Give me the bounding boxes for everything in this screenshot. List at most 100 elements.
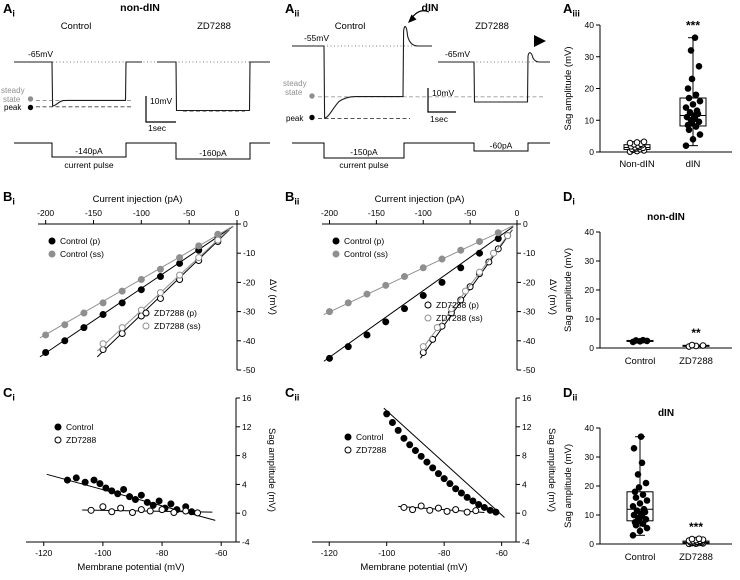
panel-label-Aii: Aii xyxy=(285,1,300,19)
data-point xyxy=(466,283,474,291)
tick-labels: -200 -150 -100 -50 00 -10 -20 -30 -40 -50 xyxy=(37,208,255,375)
data-point xyxy=(363,331,371,339)
membrane-voltage-label-control: -55mV xyxy=(304,33,329,43)
scale-bar xyxy=(427,88,456,113)
data-point xyxy=(443,507,451,515)
legend-label: Control xyxy=(356,432,384,442)
data-point xyxy=(118,299,126,307)
data-point xyxy=(434,470,442,478)
steady-state-label-2: state xyxy=(285,88,303,97)
svg-text:0: 0 xyxy=(589,147,594,157)
data-point xyxy=(635,484,643,491)
data-point xyxy=(434,504,442,512)
data-point xyxy=(492,508,500,516)
data-point xyxy=(137,506,145,514)
data-point xyxy=(696,131,704,138)
data-point xyxy=(406,441,414,449)
panel-Cii: Cii -120 -100 -80 -60 -4 0 4 8 12 16 Membrane pote… xyxy=(282,384,560,580)
data-point xyxy=(699,342,707,349)
data-point xyxy=(42,348,50,356)
chart-title: non-dIN xyxy=(647,212,685,223)
svg-text:-40: -40 xyxy=(243,336,256,346)
sag-vs-potential-din: -120 -100 -80 -60 -4 0 4 8 12 16 Membrane potentia… xyxy=(312,393,557,573)
series-control-ss- xyxy=(323,225,514,316)
data-point xyxy=(326,354,333,362)
condition-label-zd7288: ZD7288 xyxy=(475,21,509,32)
axes xyxy=(322,220,521,371)
data-point xyxy=(637,433,645,441)
panel-label-Di: Di xyxy=(563,189,575,207)
trace-plot-din: dIN Control ZD7288 -55mV -65mV steady st… xyxy=(283,2,550,170)
data-point xyxy=(639,336,647,344)
panel-label-Bi: Bi xyxy=(3,189,15,207)
panel-label-Ai: Ai xyxy=(3,1,15,19)
data-point xyxy=(419,292,427,300)
data-point xyxy=(691,34,699,42)
data-point xyxy=(447,305,455,313)
svg-text:4: 4 xyxy=(522,479,527,489)
pulse1-label: -150pA xyxy=(350,147,378,157)
series-zd7288-ss- xyxy=(96,228,230,352)
svg-text:-80: -80 xyxy=(438,548,451,558)
data-point xyxy=(344,343,352,351)
svg-text:20: 20 xyxy=(585,285,595,295)
svg-text:20: 20 xyxy=(585,84,595,94)
scale-bar xyxy=(145,96,176,123)
svg-text:-50: -50 xyxy=(243,365,256,375)
data-point xyxy=(401,305,408,313)
legend-marker xyxy=(142,322,150,330)
panel-Di: Di 0 10 20 30 40 non-dIN Sag amplitude (mV) Con… xyxy=(560,188,740,384)
scale-voltage-label: 10mV xyxy=(432,88,455,98)
data-point xyxy=(642,479,650,487)
group-control xyxy=(626,336,654,346)
data-point xyxy=(409,506,417,514)
control-voltage-trace xyxy=(292,25,432,119)
tick-labels: 0 10 20 30 40 xyxy=(585,20,595,157)
steady-state-label-1: steady xyxy=(1,86,25,95)
svg-text:-50: -50 xyxy=(523,365,536,375)
current-pulse-waveform xyxy=(14,142,270,160)
data-point xyxy=(685,94,693,102)
peak-label: peak xyxy=(4,103,22,112)
data-point xyxy=(128,508,136,516)
data-point xyxy=(494,229,502,237)
current-pulse-caption: current pulse xyxy=(64,160,113,170)
data-point xyxy=(400,503,408,511)
data-point xyxy=(344,299,352,307)
svg-text:0: 0 xyxy=(589,343,594,353)
svg-text:-100: -100 xyxy=(94,548,111,558)
data-point xyxy=(118,330,126,337)
legend-label: Control (ss) xyxy=(344,249,388,259)
svg-text:-100: -100 xyxy=(378,548,395,558)
data-point xyxy=(382,318,390,326)
data-point xyxy=(214,230,222,238)
data-point xyxy=(682,104,690,111)
panel-Ai: Ai non-dIN Control ZD7288 -65mV steady s… xyxy=(0,0,282,188)
steady-state-dot xyxy=(309,93,315,99)
data-point xyxy=(155,497,163,505)
data-point xyxy=(688,341,696,349)
control-voltage-trace xyxy=(14,61,142,107)
series-zd7288-ss- xyxy=(419,228,513,352)
legend: Control ZD7288 xyxy=(344,432,387,455)
tick-labels: -120 -100 -80 -60 -4 0 4 8 12 16 xyxy=(35,393,251,558)
panel-label-Aiii: Aiii xyxy=(563,1,580,19)
pulse2-label: -160pA xyxy=(199,148,227,158)
peak-label: peak xyxy=(286,114,304,123)
data-point xyxy=(688,75,696,83)
data-point xyxy=(114,490,122,498)
panel-Dii: Dii 0 10 20 30 40 dIN Sag amplitude (mV) Contro… xyxy=(560,384,740,580)
panel-Ci: Ci -120 -100 -80 -60 -4 0 4 8 12 16 Membrane poten… xyxy=(0,384,282,580)
series-control-p- xyxy=(323,226,514,362)
group-label: dIN xyxy=(686,159,701,170)
group-zd7288 xyxy=(682,341,710,350)
data-point xyxy=(472,507,480,515)
data-point xyxy=(438,278,446,286)
legend-label: ZD7288 (p) xyxy=(154,308,197,318)
svg-text:16: 16 xyxy=(242,393,252,403)
data-point xyxy=(99,503,107,511)
legend-marker xyxy=(424,314,432,322)
legend-label: Control (p) xyxy=(60,236,100,246)
data-point xyxy=(419,264,427,272)
data-point xyxy=(630,445,638,452)
